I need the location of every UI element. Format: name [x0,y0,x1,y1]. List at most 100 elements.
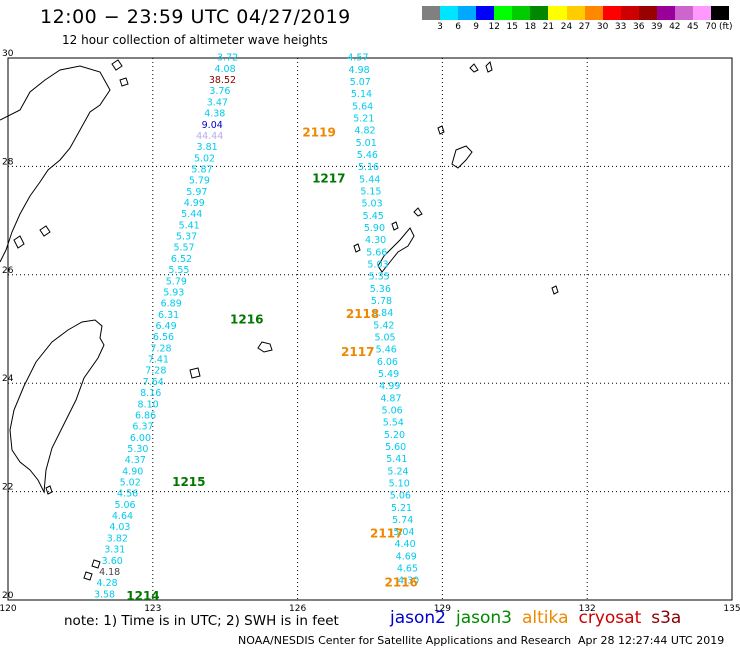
wave-height-value: 5.60 [385,442,406,453]
wave-height-value: 5.79 [166,276,187,287]
wave-height-value: 4.90 [122,466,143,477]
china-islets [13,59,129,249]
color-scale-tick: 21 [542,22,555,32]
pass-number-label: 2117 [341,345,374,359]
map-frame [7,57,733,601]
color-swatch [620,6,639,20]
wave-height-value: 5.36 [370,284,391,295]
color-swatch [711,6,730,20]
wave-height-value: 6.06 [377,357,398,368]
wave-height-value: 5.06 [382,405,403,416]
pass-number-label: 2119 [302,126,335,140]
color-scale-tick: 24 [560,22,573,32]
wave-height-value: 4.87 [380,393,401,404]
wave-height-value: 6.89 [161,299,182,310]
wave-height-value: 5.21 [353,114,374,125]
color-swatch [458,6,477,20]
color-swatch [494,6,513,20]
wave-height-value: 5.02 [120,478,141,489]
wave-height-value: 4.03 [109,522,130,533]
color-scale-unit: (ft) [719,22,733,32]
satellite-cryosat-label: cryosat [578,608,642,628]
color-swatch [584,6,603,20]
wave-height-value: 5.49 [378,369,399,380]
coastlines [0,59,559,581]
color-swatch [656,6,675,20]
pass-number-label: 1215 [172,475,205,489]
color-scale-tick: 12 [488,22,500,32]
wave-height-value: 3.58 [94,589,115,600]
wave-height-value: 5.84 [372,308,393,319]
wave-height-value: 5.06 [390,491,411,502]
pass-number-label: 1214 [126,589,159,603]
tokara-islets [45,61,559,495]
wave-height-value: 5.21 [391,503,412,514]
wave-height-value: 4.69 [396,551,417,562]
lat-tick-label: 30 [2,49,14,59]
wave-height-value: 5.74 [392,515,413,526]
lon-tick-label: 126 [289,604,306,614]
color-swatch [602,6,621,20]
satellite-altika-label: altika [522,608,569,628]
wave-height-value: 5.46 [357,150,378,161]
color-scale-tick: 6 [455,22,461,32]
wave-height-value: 5.79 [189,176,210,187]
pass-labels: 2119 1217 2118 1216 2117 1215 2117 2116 1214 [126,126,418,603]
wave-height-value: 5.90 [364,223,385,234]
wave-height-value: 3.60 [102,556,123,567]
wave-height-value: 4.08 [214,64,235,75]
color-scale-tick: 9 [473,22,480,32]
map-title: 12:00 − 23:59 UTC 04/27/2019 [40,6,351,28]
color-scale-tick: 18 [524,22,537,32]
wave-height-value: 4.28 [97,578,118,589]
wave-height-value: 5.87 [191,164,212,175]
lat-tick-label: 22 [2,483,13,493]
wave-height-value: 3.31 [104,545,125,556]
lat-tick-label: 26 [2,266,14,276]
wave-height-value: 5.15 [360,187,381,198]
pass-number-label: 2117 [370,527,403,541]
color-scale-tick: 70 [705,22,717,32]
wave-height-value: 4.99 [379,381,400,392]
islet-2 [189,367,201,379]
wave-height-value: 4.30 [398,576,419,587]
wave-height-value: 5.24 [387,466,408,477]
color-swatch [440,6,459,20]
wave-height-value: 6.31 [158,310,179,321]
wave-height-value: 7.64 [143,377,164,388]
wave-height-value: 5.44 [359,174,380,185]
satellite-s3a-label: s3a [651,608,682,628]
credit-text: NOAA/NESDIS Center for Satellite Applica… [238,634,572,647]
wave-height-value: 5.30 [127,444,148,455]
color-swatch [422,6,441,20]
color-scale-tick: 42 [669,22,681,32]
wave-height-value: 6.86 [135,410,156,421]
generated-timestamp: Apr 28 12:27:44 UTC 2019 [578,634,725,647]
color-scale-bar [422,6,730,20]
wave-height-value: 38.52 [209,75,236,86]
wave-height-value: 6.00 [130,433,151,444]
color-swatch [476,6,495,20]
wave-height-value: 9.04 [202,120,223,131]
satellite-jason2-label: jason2 [390,608,446,628]
footer-note: note: 1) Time is in UTC; 2) SWH is in fe… [64,613,339,629]
map-grid: 120 123 126 129 132 135 30 28 26 24 22 20 [0,49,740,614]
wave-height-value: 5.78 [371,296,392,307]
wave-height-value: 5.01 [356,138,377,149]
wave-height-value: 4.98 [349,65,370,76]
color-swatch [692,6,711,20]
satellite-legend: jason2 jason3 altika cryosat s3a [390,608,691,628]
wave-height-value: 5.64 [352,101,373,112]
wave-height-value: 5.97 [186,187,207,198]
wave-height-value: 6.49 [155,321,176,332]
pass-number-label: 2118 [346,307,379,321]
wave-height-value: 4.56 [117,489,138,500]
wave-height-value: 4.18 [99,567,120,578]
islet-3 [91,559,101,569]
wave-height-value: 5.54 [383,418,404,429]
pass-number-label: 1216 [230,313,263,327]
wave-height-value: 8.16 [140,388,161,399]
wave-height-value: 5.20 [384,430,405,441]
china-coast [0,65,111,263]
wave-height-value: 5.04 [393,527,414,538]
